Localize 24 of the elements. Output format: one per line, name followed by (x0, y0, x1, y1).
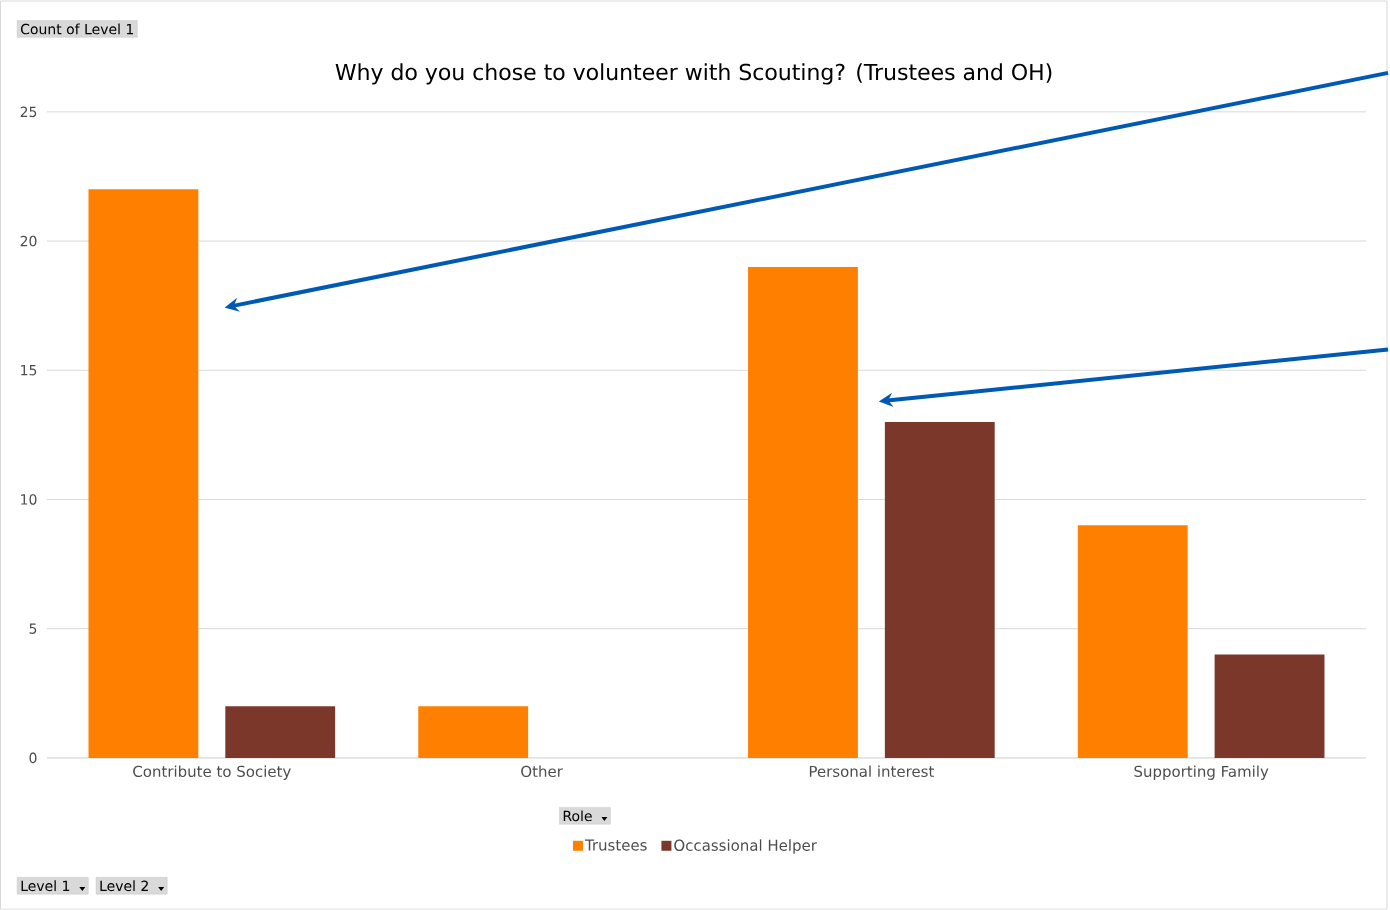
y-tick-label: 10 (21, 494, 37, 505)
bar (88, 189, 199, 759)
bar (748, 267, 858, 759)
y-tick-label: 25 (20, 106, 37, 118)
y-tick-label: 0 (29, 752, 37, 764)
legend-label: Trustees (584, 839, 647, 851)
bar (418, 706, 529, 759)
bar (1214, 654, 1325, 759)
bar (225, 706, 336, 759)
x-tick-label: Supporting Family (1134, 765, 1269, 781)
x-tick-label: Contribute to Society (133, 765, 291, 781)
text: Count of Level 1 (20, 23, 134, 35)
legend-title: Role (563, 810, 592, 822)
text: Level 2 (100, 880, 148, 892)
bar (884, 422, 995, 759)
bar (1077, 525, 1188, 759)
x-tick-label: Personal interest (809, 765, 934, 778)
y-tick-label: 15 (21, 365, 37, 376)
chart-title: Why do you chose to volunteer with Scouting? (Trustees and OH) (335, 63, 1052, 85)
legend-label: Occassional Helper (674, 839, 817, 854)
x-tick-label: Other (521, 765, 563, 778)
y-tick-label: 20 (20, 235, 37, 247)
y-tick-label: 5 (29, 623, 37, 635)
text: Level 1 (21, 880, 70, 892)
